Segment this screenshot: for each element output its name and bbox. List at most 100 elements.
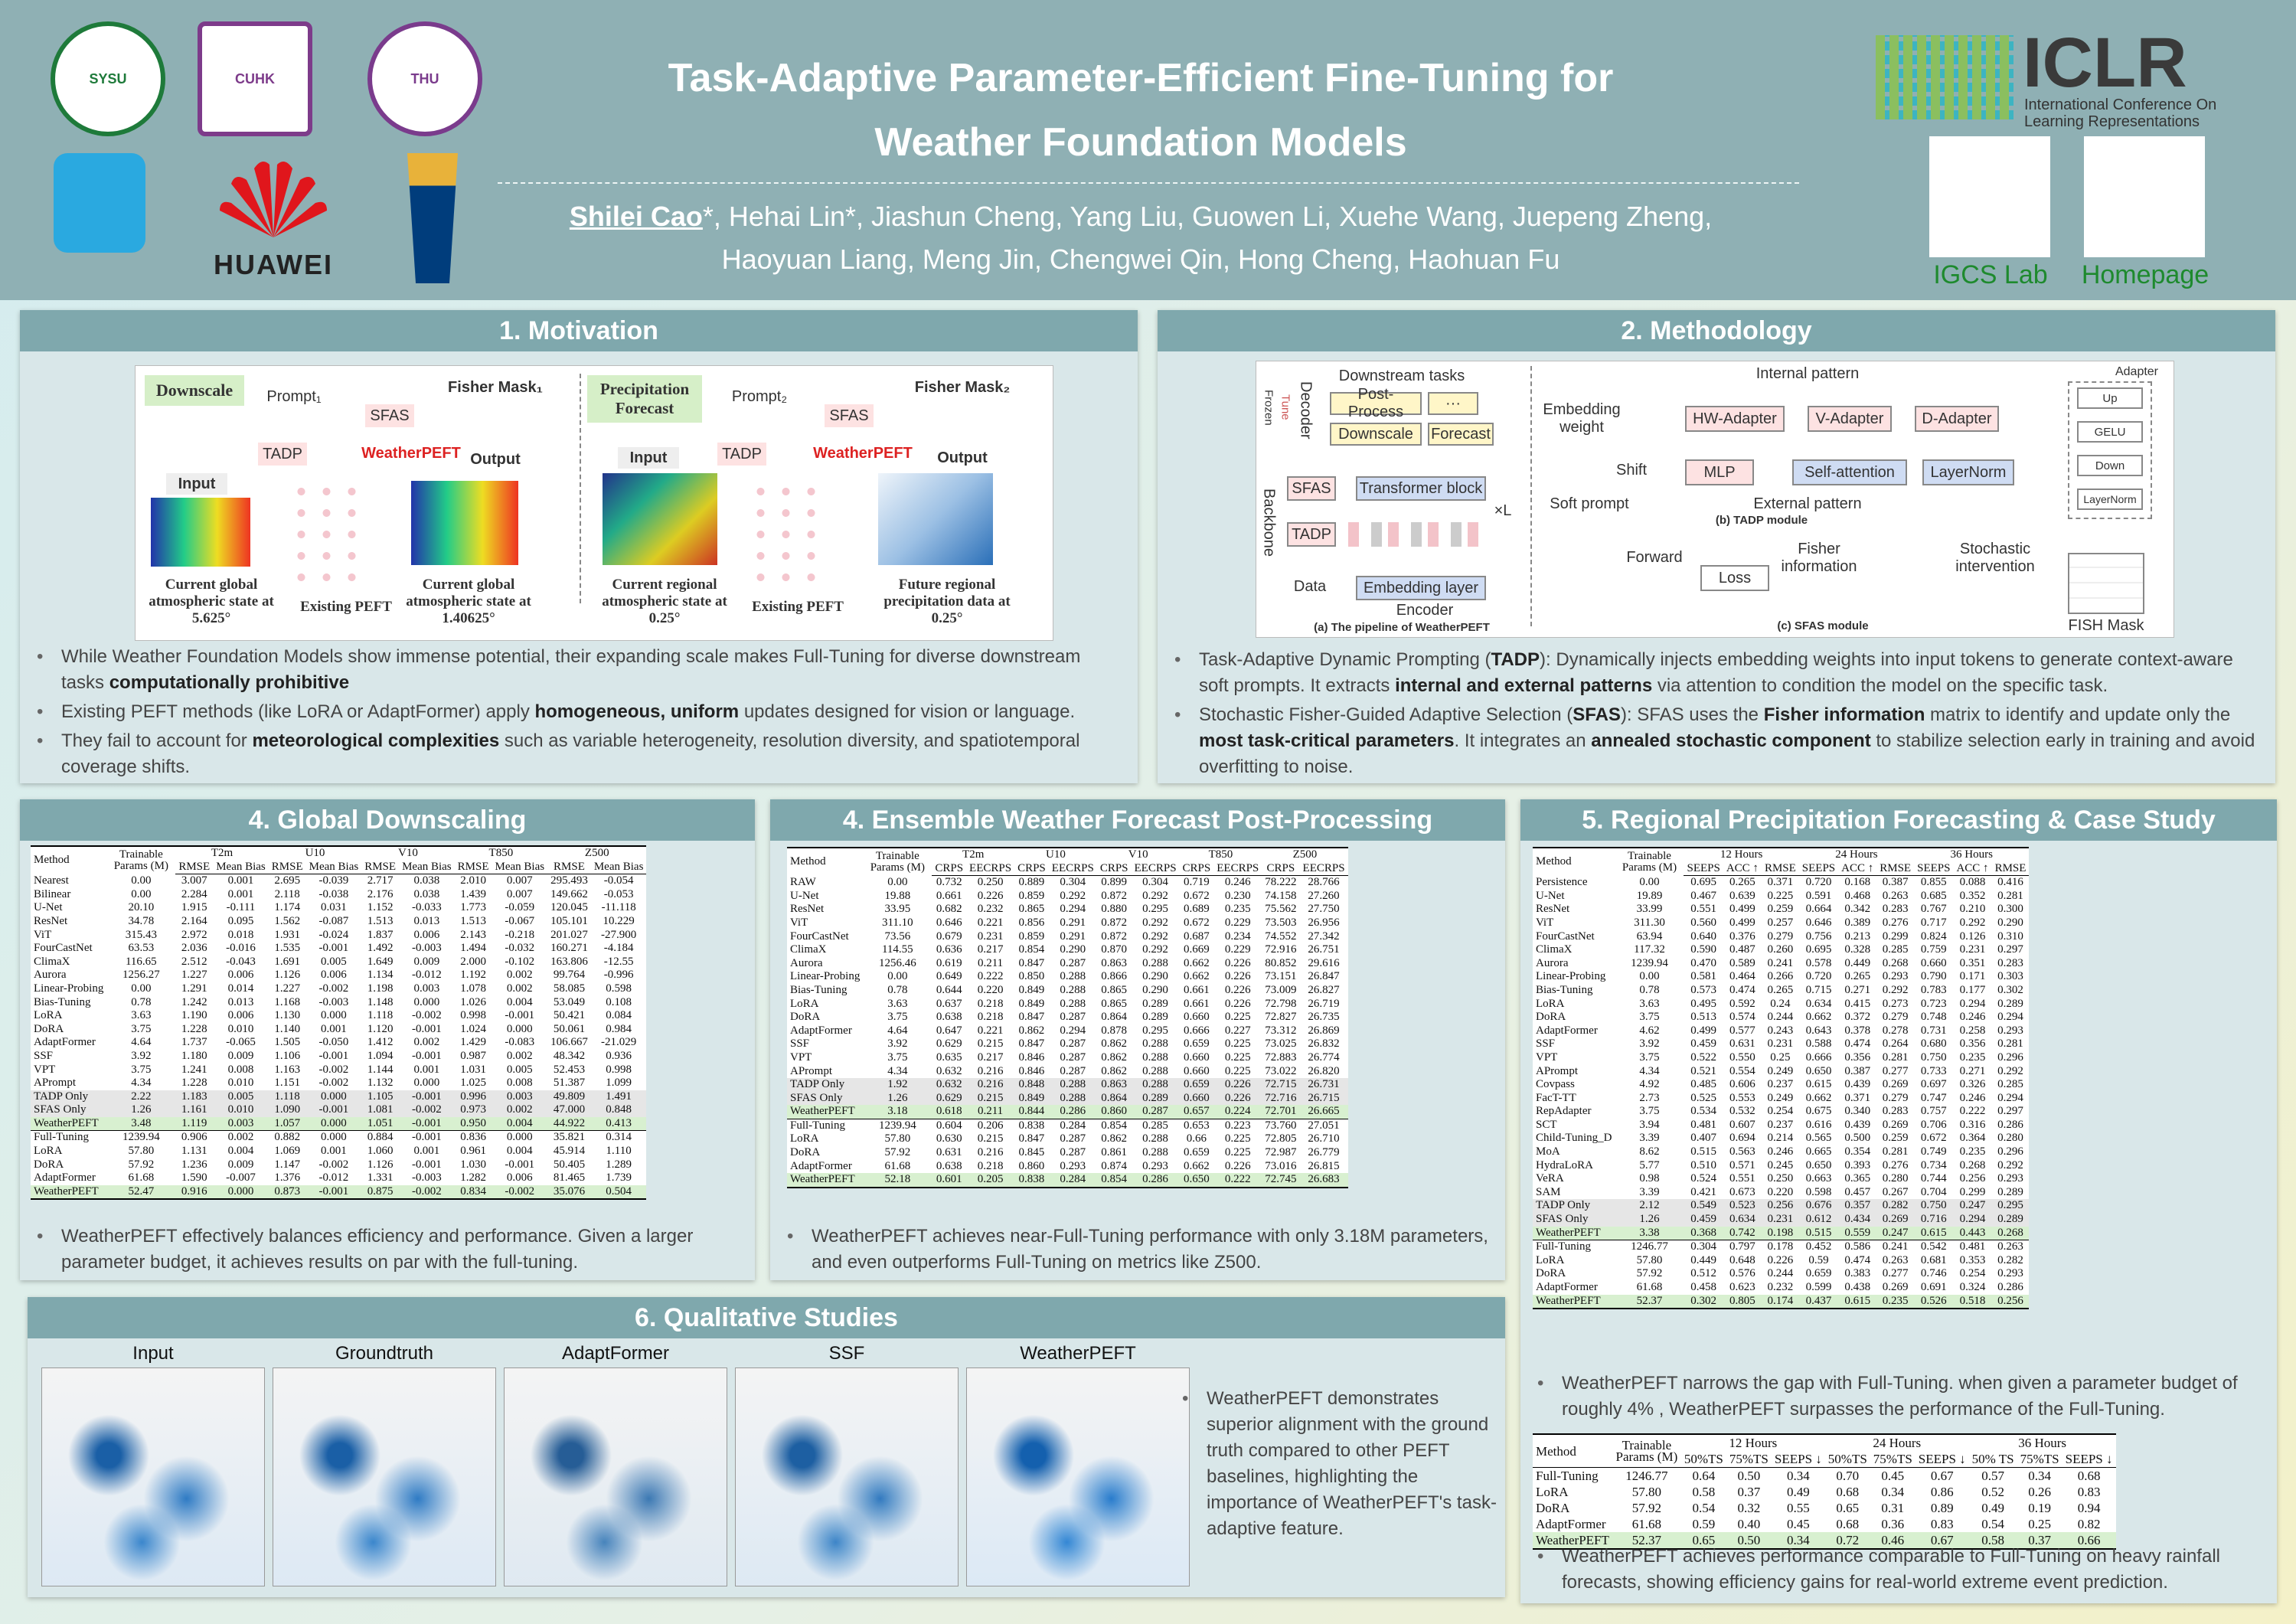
table-cell: DoRA (34, 1158, 64, 1171)
table-cell: 0.287 (1060, 1064, 1086, 1077)
table-cell: 0.268 (1882, 956, 1909, 969)
col-subheader: 50%TS (1824, 1451, 1870, 1468)
table-cell: 0.304 (1060, 876, 1086, 889)
table-cell: 160.271 (550, 942, 588, 955)
table-cell: 0.005 (227, 1090, 254, 1103)
table-cell: 0.844 (1018, 1105, 1045, 1118)
qr-code-homepage[interactable] (2084, 136, 2205, 257)
col-subheader: RMSE (1761, 861, 1799, 877)
table-cell: 0.289 (1142, 997, 1168, 1010)
table-cell: 0.984 (606, 1022, 632, 1035)
table-cell: 0.598 (1805, 1185, 1832, 1198)
table-cell: 0.002 (506, 1103, 533, 1116)
table-cell: 0.847 (1018, 1132, 1045, 1145)
table-cell: 1.069 (274, 1145, 301, 1158)
table-cell: 0.574 (1729, 1011, 1755, 1024)
table-cell: 0.292 (1142, 943, 1168, 956)
table-row: SAM 3.39 0.421 0.673 0.220 0.598 0.457 0.267 0.7… (1533, 1186, 2029, 1200)
table-row: WeatherPEFT 52.37 0.302 0.805 0.174 0.437 0.61… (1533, 1294, 2030, 1309)
table-cell: 0.67 (1915, 1467, 1969, 1484)
table-row: DoRA 3.75 0.513 0.574 0.244 0.662 0.372 0.279 0.… (1533, 1011, 2029, 1024)
table-cell: 50.421 (553, 1009, 586, 1022)
table-cell: 0.007 (506, 874, 533, 887)
table-cell: 0.231 (1767, 1037, 1794, 1051)
table-cell: ResNet (34, 914, 68, 927)
table-cell: 26.683 (1308, 1173, 1340, 1186)
table-cell: 0.644 (936, 983, 962, 996)
table-row: ResNet 34.78 2.164 0.095 1.562 -0.087 1.513 0.0… (31, 915, 646, 929)
table-cell: 3.75 (1639, 1105, 1660, 1118)
table-cell: -0.007 (226, 1171, 256, 1185)
table-cell: 1.241 (181, 1063, 207, 1076)
table-cell: 0.549 (1690, 1199, 1717, 1212)
table-cell: 1.376 (274, 1171, 301, 1185)
panel-methodology: 2. Methodology Frozen Tune Decoder Downs… (1158, 310, 2275, 783)
table-cell: 0.247 (1882, 1226, 1909, 1239)
table-row: AdaptFormer 4.62 0.499 0.577 0.243 0.643 0.378… (1533, 1024, 2029, 1038)
table-cell: 0.720 (1805, 970, 1832, 983)
table-cell: 0.859 (1018, 889, 1045, 902)
table-cell: 0.009 (227, 1158, 254, 1171)
table-cell: 0.589 (1729, 956, 1755, 969)
table-cell: 0.231 (977, 930, 1004, 943)
table-cell: DoRA (34, 1022, 64, 1035)
col-header: Method (790, 855, 826, 868)
table-cell: Child-Tuning_D (1536, 1132, 1612, 1145)
table-cell: 0.89 (1930, 1501, 1954, 1515)
table-cell: 0.372 (1844, 1011, 1871, 1024)
table-cell: 72.701 (1265, 1105, 1297, 1118)
table-cell: 0.259 (1882, 1132, 1909, 1145)
table-cell: 0.487 (1729, 943, 1755, 956)
table-row: SSF 3.92 0.459 0.631 0.231 0.588 0.474 0.264 0.6… (1533, 1037, 2029, 1051)
table-cell: 0.215 (977, 1091, 1004, 1104)
table-cell: LoRA (1536, 1485, 1569, 1499)
table-cell: 0.416 (1997, 876, 2023, 889)
table-cell: 0.973 (460, 1103, 486, 1116)
table-cell: 0.551 (1690, 903, 1717, 916)
table-cell: WeatherPEFT (1536, 1226, 1601, 1239)
col-group-header: 12 Hours (1720, 848, 1763, 861)
col-subheader: 50% TS (1968, 1451, 2017, 1468)
table-cell: 0.225 (1224, 1146, 1251, 1159)
table-cell: 4.64 (887, 1024, 908, 1037)
table-cell: 0.250 (1767, 1172, 1794, 1185)
table-cell: 0.694 (1729, 1132, 1755, 1145)
table-cell: 0.356 (1959, 1037, 1986, 1051)
table-cell: 0.225 (1224, 1051, 1251, 1064)
table-row: Full-Tuning 1239.94 0.604 0.206 0.838 0.284 0.… (787, 1118, 1348, 1133)
map-row: Input Groundtruth AdaptFormer SSF WeatherPEF… (41, 1343, 1190, 1596)
table-cell: 0.592 (1729, 997, 1755, 1010)
table-cell: 0.697 (1920, 1078, 1947, 1091)
table-cell: 75.562 (1265, 903, 1297, 916)
table-cell: SFAS Only (1536, 1213, 1589, 1226)
table-cell: -4.184 (603, 942, 634, 955)
table-cell: 19.88 (884, 889, 911, 902)
table-cell: 0.291 (1060, 930, 1086, 943)
table-cell: 0.281 (1882, 1145, 1909, 1158)
table-cell: AdaptFormer (1536, 1024, 1598, 1037)
table-cell: 57.92 (884, 1146, 911, 1159)
table-cell: 72.716 (1265, 1091, 1297, 1104)
qr-code-lab[interactable] (1929, 136, 2050, 257)
table-row: LoRA 57.80 1.131 0.004 1.069 0.001 1.060 0.001 0… (31, 1145, 646, 1158)
table-cell: 2.972 (181, 928, 207, 941)
table-cell: -0.003 (411, 942, 442, 955)
table-row: FacT-TT 2.73 0.525 0.553 0.249 0.662 0.371 0.27… (1533, 1092, 2029, 1106)
table-cell: 0.499 (1690, 1024, 1717, 1037)
table-cell: 0.534 (1690, 1105, 1717, 1118)
section-title: 2. Methodology (1158, 310, 2275, 351)
col-subheader: RMSE (547, 860, 591, 875)
table-cell: 1.126 (367, 1158, 394, 1171)
table-cell: 0.383 (1844, 1267, 1871, 1280)
table-row: FourCastNet 73.56 0.679 0.231 0.859 0.291 0.87… (787, 930, 1348, 944)
table-cell: 0.222 (1959, 1105, 1986, 1118)
table-cell: 73.503 (1265, 916, 1297, 929)
table-cell: 0.290 (1997, 916, 2023, 929)
table-cell: 0.00 (1639, 875, 1660, 888)
table-cell: 0.357 (1844, 1199, 1871, 1212)
table-cell: 0.002 (213, 1130, 269, 1145)
table-cell: 0.226 (1224, 997, 1251, 1010)
table-cell: 0.371 (1767, 876, 1794, 889)
table-cell: 0.256 (1767, 1199, 1794, 1212)
table-cell: 1.739 (606, 1171, 632, 1185)
